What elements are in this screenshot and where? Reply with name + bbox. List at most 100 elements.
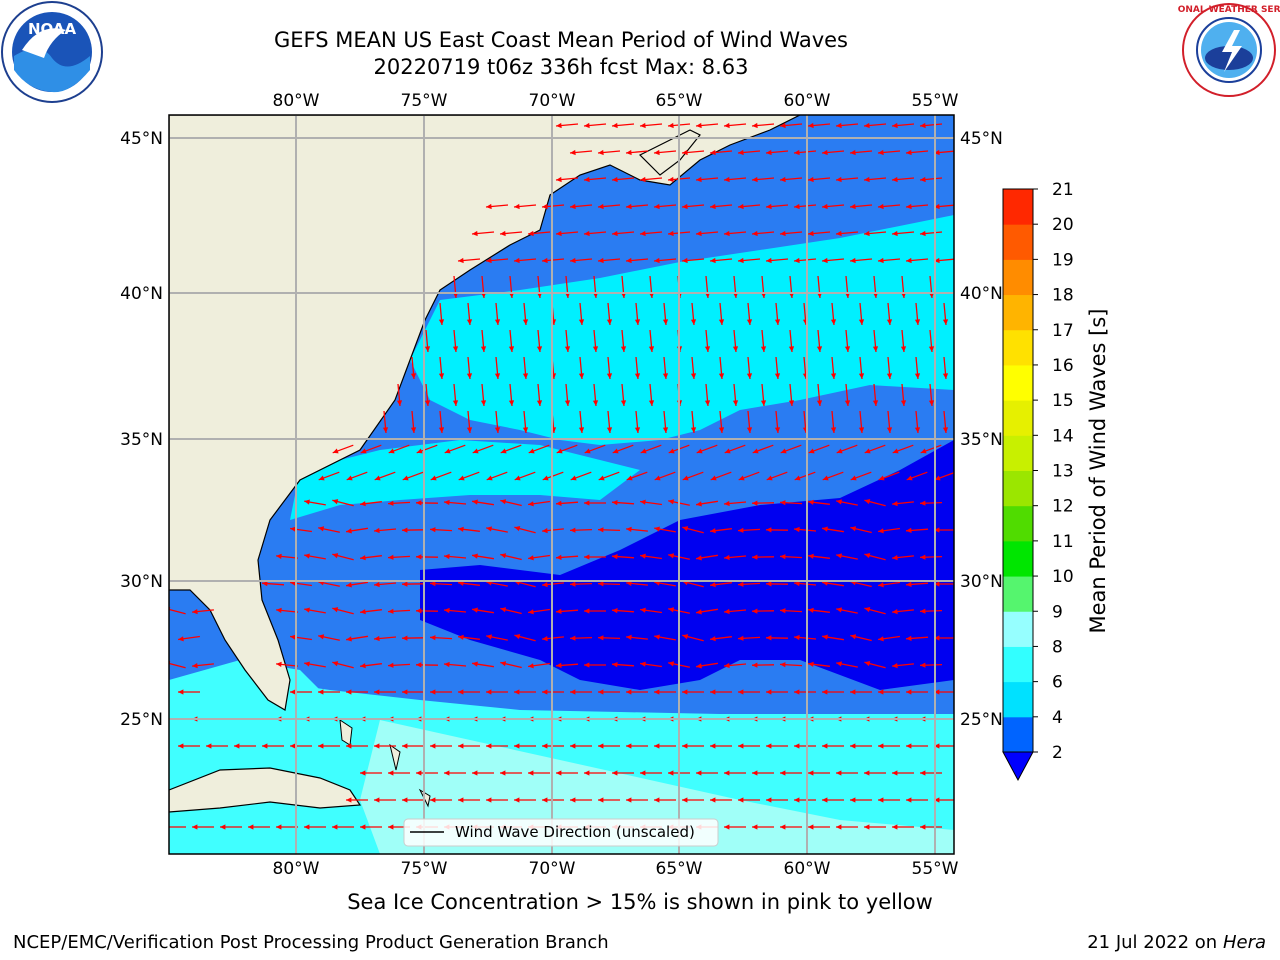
wave-arrow — [388, 770, 410, 776]
wave-arrow — [830, 356, 837, 380]
wave-arrow — [514, 797, 536, 803]
lat-label-right: 30°N — [960, 572, 1003, 592]
wave-arrow — [695, 662, 719, 669]
wave-arrow — [723, 122, 747, 129]
wave-arrow — [346, 797, 368, 803]
wave-arrow — [891, 230, 915, 237]
wave-arrow — [682, 471, 704, 481]
wave-arrow — [528, 500, 550, 507]
wave-arrow — [933, 149, 954, 156]
wave-arrow — [606, 302, 613, 326]
wave-arrow — [695, 608, 719, 615]
wave-arrow — [914, 356, 921, 380]
lat-label-left: 25°N — [120, 710, 163, 730]
wave-arrow — [682, 743, 704, 749]
wave-arrow — [942, 410, 949, 434]
wave-arrow — [290, 526, 312, 533]
colorbar-tick-label: 16 — [1052, 356, 1074, 376]
wave-arrow — [486, 471, 508, 481]
lat-label-left: 35°N — [120, 430, 163, 450]
lon-label-top: 70°W — [529, 91, 576, 111]
wave-arrow — [387, 554, 411, 560]
wave-arrow — [738, 743, 760, 749]
wave-arrow — [416, 770, 438, 776]
wave-arrow — [486, 743, 508, 749]
wave-arrow — [906, 471, 928, 481]
wave-arrow — [458, 689, 480, 695]
wave-arrow — [934, 471, 954, 481]
wave-arrow — [858, 410, 865, 434]
wave-arrow — [494, 410, 501, 434]
wave-arrow — [528, 662, 550, 669]
lon-label-bottom: 65°W — [656, 859, 703, 879]
lat-label-right: 45°N — [960, 129, 1003, 149]
wave-arrow — [654, 526, 676, 533]
wave-arrow — [626, 580, 648, 586]
wave-arrow — [695, 122, 719, 129]
legend-label: Wind Wave Direction (unscaled) — [455, 823, 695, 841]
wave-arrow — [863, 230, 887, 237]
wave-arrow — [528, 770, 550, 776]
wave-arrow — [626, 797, 648, 803]
wave-arrow — [578, 356, 585, 380]
wave-arrow — [457, 257, 481, 264]
wave-arrow — [723, 500, 747, 507]
wave-arrow — [794, 797, 816, 803]
wave-arrow — [723, 176, 747, 183]
wave-arrow — [458, 471, 480, 481]
wave-arrow — [662, 356, 669, 380]
wave-arrow — [402, 743, 424, 749]
wave-arrow — [382, 410, 389, 434]
wave-arrow — [625, 203, 649, 210]
wave-arrow — [653, 149, 677, 156]
wave-arrow — [905, 527, 929, 533]
wave-arrow — [808, 607, 830, 613]
wave-arrow — [597, 635, 621, 641]
colorbar-tick-label: 13 — [1052, 462, 1074, 482]
lat-label-right: 40°N — [960, 284, 1003, 304]
wave-arrow — [793, 203, 817, 210]
wave-arrow — [765, 581, 789, 587]
wave-arrow — [415, 608, 439, 614]
wave-arrow — [611, 230, 635, 237]
wave-arrow — [844, 383, 851, 407]
map-area — [169, 115, 954, 854]
wave-arrow — [709, 257, 733, 264]
wave-arrow — [318, 689, 340, 695]
wave-arrow — [556, 444, 578, 454]
wave-arrow — [709, 149, 733, 156]
wave-arrow — [942, 356, 949, 380]
colorbar-swatch — [1003, 646, 1033, 683]
wave-arrow — [718, 356, 725, 380]
lon-label-bottom: 75°W — [401, 859, 448, 879]
wave-arrow — [836, 444, 858, 454]
wave-arrow — [480, 329, 487, 353]
wave-arrow — [766, 689, 788, 695]
wave-arrow — [583, 230, 607, 237]
wave-arrow — [919, 662, 943, 668]
lat-label-right: 35°N — [960, 430, 1003, 450]
wave-arrow — [886, 410, 893, 434]
wave-arrow — [835, 176, 859, 183]
wave-arrow — [500, 770, 522, 776]
wave-arrow — [830, 410, 837, 434]
wave-arrow — [794, 471, 816, 481]
wave-arrow — [779, 230, 803, 237]
wave-arrow — [640, 770, 662, 776]
colorbar-tick-label: 21 — [1052, 180, 1074, 200]
wave-arrow — [466, 410, 473, 434]
wave-arrow — [536, 329, 543, 353]
wave-arrow — [892, 555, 914, 561]
wave-arrow — [583, 176, 607, 183]
wave-arrow — [514, 634, 536, 642]
wave-arrow — [919, 608, 943, 614]
wave-arrow — [752, 770, 774, 776]
wave-arrow — [751, 662, 775, 668]
wave-arrow — [438, 410, 445, 434]
wave-arrow — [597, 257, 621, 264]
wave-arrow — [584, 500, 606, 506]
wave-arrow — [830, 302, 837, 326]
wave-arrow — [332, 553, 354, 561]
wave-arrow — [844, 329, 851, 353]
wave-arrow — [626, 634, 648, 640]
